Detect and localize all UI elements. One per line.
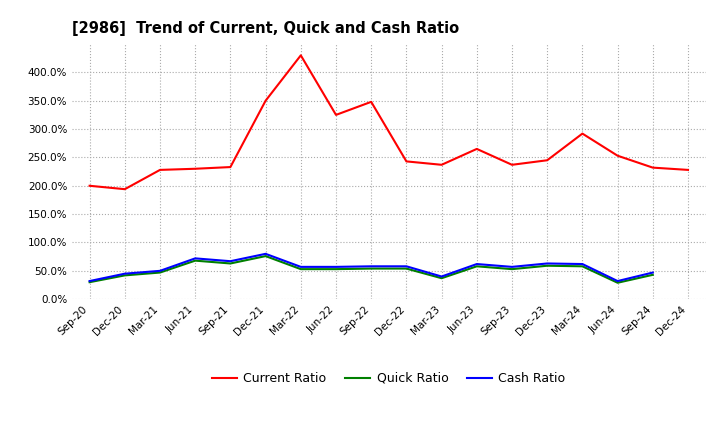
Current Ratio	[402, 159, 410, 164]
Cash Ratio	[332, 264, 341, 270]
Cash Ratio	[543, 261, 552, 266]
Cash Ratio	[85, 279, 94, 284]
Quick Ratio	[402, 266, 410, 271]
Cash Ratio	[437, 274, 446, 279]
Current Ratio	[332, 112, 341, 117]
Quick Ratio	[332, 267, 341, 272]
Current Ratio	[649, 165, 657, 170]
Cash Ratio	[508, 264, 516, 270]
Quick Ratio	[85, 279, 94, 285]
Quick Ratio	[543, 263, 552, 268]
Current Ratio	[191, 166, 199, 172]
Quick Ratio	[120, 273, 129, 278]
Current Ratio	[437, 162, 446, 168]
Line: Quick Ratio: Quick Ratio	[89, 256, 653, 283]
Cash Ratio	[649, 270, 657, 275]
Quick Ratio	[191, 258, 199, 263]
Quick Ratio	[367, 266, 376, 271]
Text: [2986]  Trend of Current, Quick and Cash Ratio: [2986] Trend of Current, Quick and Cash …	[72, 21, 459, 36]
Current Ratio	[367, 99, 376, 104]
Current Ratio	[613, 153, 622, 158]
Cash Ratio	[156, 268, 164, 274]
Current Ratio	[578, 131, 587, 136]
Cash Ratio	[402, 264, 410, 269]
Quick Ratio	[226, 261, 235, 266]
Quick Ratio	[578, 264, 587, 269]
Current Ratio	[85, 183, 94, 188]
Cash Ratio	[367, 264, 376, 269]
Current Ratio	[543, 158, 552, 163]
Quick Ratio	[613, 280, 622, 286]
Cash Ratio	[613, 279, 622, 284]
Quick Ratio	[649, 272, 657, 278]
Quick Ratio	[156, 270, 164, 275]
Quick Ratio	[437, 275, 446, 281]
Cash Ratio	[226, 259, 235, 264]
Quick Ratio	[261, 253, 270, 259]
Legend: Current Ratio, Quick Ratio, Cash Ratio: Current Ratio, Quick Ratio, Cash Ratio	[207, 367, 570, 390]
Quick Ratio	[297, 267, 305, 272]
Cash Ratio	[191, 256, 199, 261]
Current Ratio	[261, 98, 270, 103]
Current Ratio	[120, 187, 129, 192]
Current Ratio	[226, 165, 235, 170]
Cash Ratio	[472, 261, 481, 267]
Current Ratio	[508, 162, 516, 168]
Current Ratio	[472, 146, 481, 151]
Cash Ratio	[297, 264, 305, 270]
Quick Ratio	[472, 264, 481, 269]
Current Ratio	[684, 167, 693, 172]
Cash Ratio	[120, 271, 129, 276]
Quick Ratio	[508, 267, 516, 272]
Line: Current Ratio: Current Ratio	[89, 55, 688, 189]
Current Ratio	[297, 53, 305, 58]
Line: Cash Ratio: Cash Ratio	[89, 254, 653, 281]
Current Ratio	[156, 167, 164, 172]
Cash Ratio	[578, 261, 587, 267]
Cash Ratio	[261, 251, 270, 257]
